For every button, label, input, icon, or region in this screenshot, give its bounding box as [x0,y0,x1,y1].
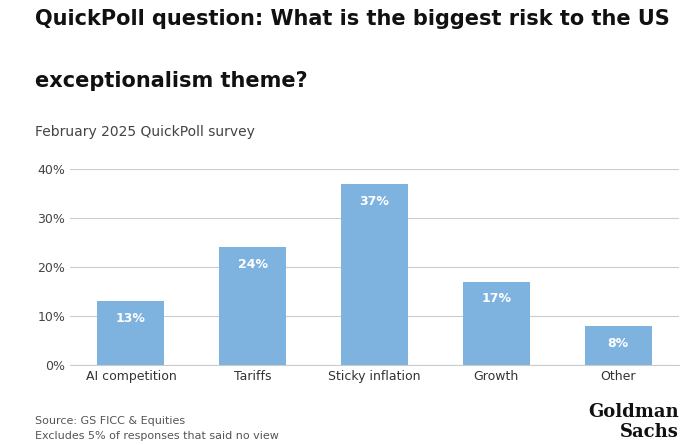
Text: 17%: 17% [482,292,511,305]
Bar [219,247,286,365]
Text: February 2025 QuickPoll survey: February 2025 QuickPoll survey [35,125,255,138]
Text: Goldman
Sachs: Goldman Sachs [589,403,679,441]
Text: 24%: 24% [238,258,267,271]
Bar [463,282,530,365]
Bar [584,326,652,365]
Bar [341,184,408,365]
Text: 13%: 13% [116,312,146,325]
Text: 8%: 8% [608,336,629,349]
Text: Source: GS FICC & Equities
Excludes 5% of responses that said no view: Source: GS FICC & Equities Excludes 5% o… [35,416,279,441]
Text: QuickPoll question: What is the biggest risk to the US: QuickPoll question: What is the biggest … [35,9,670,29]
Text: exceptionalism theme?: exceptionalism theme? [35,71,307,91]
Bar [97,301,164,365]
Text: 37%: 37% [360,194,389,207]
